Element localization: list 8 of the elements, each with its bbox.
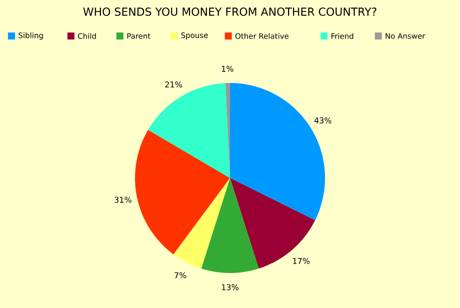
data-label: 17% [293, 258, 310, 264]
data-label: 1% [222, 66, 234, 72]
data-label: 21% [165, 81, 182, 88]
data-label: 13% [222, 284, 238, 290]
data-label: 43% [314, 117, 332, 124]
data-label: 7% [174, 272, 186, 278]
data-label: 31% [114, 196, 132, 203]
chart-title: WHO SENDS YOU MONEY FROM ANOTHER COUNTRY? [83, 8, 376, 16]
